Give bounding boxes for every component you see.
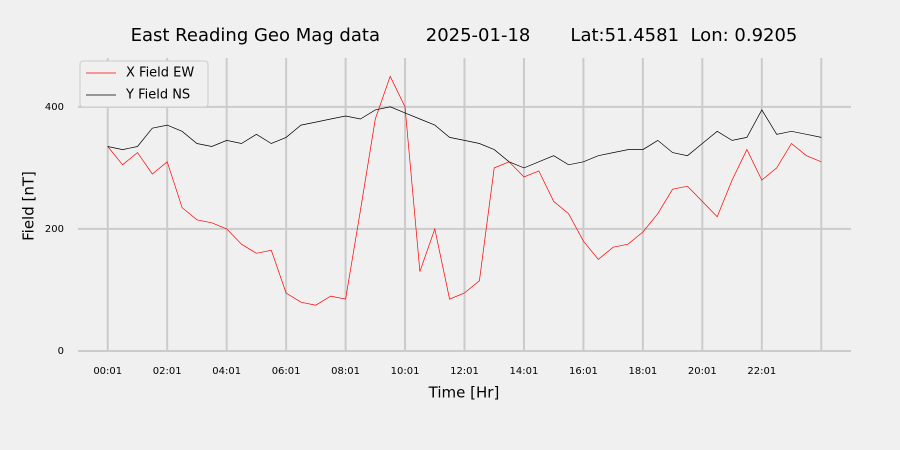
data-line [107,106,822,169]
legend-label: X Field EW [126,66,194,81]
x-tick-label: 18:01 [628,366,657,377]
legend-label: Y Field NS [125,88,190,103]
x-tick-label: 14:01 [510,366,539,377]
y-axis-label: Field [nT] [20,171,38,241]
x-tick-label: 08:01 [331,366,360,377]
x-tick-label: 10:01 [391,366,420,377]
y-tick-label: 400 [45,102,64,113]
y-tick-label: 200 [45,224,64,235]
x-tick-label: 02:01 [153,366,182,377]
x-tick-label: 12:01 [450,366,479,377]
y-tick-label: 0 [58,346,64,357]
chart-title: East Reading Geo Mag data 2025-01-18 Lat… [131,25,798,46]
x-tick-label: 20:01 [688,366,717,377]
data-line [107,75,822,306]
legend-box [79,60,209,108]
x-tick-label: 22:01 [747,366,776,377]
x-tick-label: 00:01 [93,366,122,377]
x-tick-label: 04:01 [212,366,241,377]
x-axis-label: Time [Hr] [428,384,500,402]
x-tick-label: 06:01 [272,366,301,377]
x-tick-label: 16:01 [569,366,598,377]
